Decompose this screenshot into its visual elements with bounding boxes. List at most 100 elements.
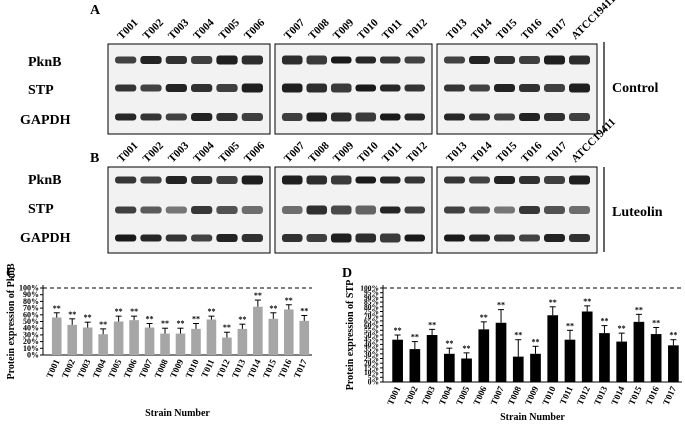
protein-band bbox=[469, 234, 490, 242]
lane-label: T011 bbox=[380, 17, 405, 42]
significance-label: ** bbox=[566, 321, 574, 330]
lane-label: T007 bbox=[282, 16, 308, 42]
bar bbox=[616, 341, 628, 382]
bar bbox=[461, 358, 472, 382]
protein-band bbox=[306, 83, 328, 93]
protein-band bbox=[404, 56, 426, 64]
bar bbox=[599, 333, 610, 382]
protein-band bbox=[379, 84, 401, 92]
x-tick-label: T011 bbox=[558, 384, 575, 406]
protein-label-pknb-b: PknB bbox=[28, 173, 61, 188]
protein-band bbox=[444, 176, 465, 184]
protein-label-gapdh-b: GAPDH bbox=[20, 231, 71, 246]
significance-label: ** bbox=[161, 319, 169, 328]
protein-band bbox=[404, 176, 426, 184]
bar bbox=[299, 320, 310, 355]
protein-band bbox=[140, 206, 162, 214]
significance-label: ** bbox=[635, 305, 643, 314]
bar bbox=[175, 333, 186, 355]
lane-label: T005 bbox=[217, 139, 243, 165]
protein-band bbox=[544, 234, 565, 242]
lane-label: T004 bbox=[191, 139, 217, 165]
chart-pknb: 0%10%20%30%40%50%60%70%80%90%100% ** T001 *… bbox=[6, 263, 312, 419]
x-tick-label: T002 bbox=[60, 357, 78, 379]
x-tick-label: T004 bbox=[91, 357, 109, 379]
protein-label-pknb-a: PknB bbox=[28, 55, 61, 70]
y-tick-label: 75% bbox=[364, 307, 379, 316]
y-tick-label: 70% bbox=[23, 304, 39, 313]
protein-band bbox=[519, 234, 540, 242]
protein-band bbox=[469, 56, 490, 64]
protein-band bbox=[216, 84, 238, 92]
lane-label: T012 bbox=[404, 16, 430, 42]
x-tick-label: T012 bbox=[214, 357, 232, 379]
bar bbox=[253, 306, 263, 355]
lane-label: T002 bbox=[141, 16, 167, 42]
y-tick-label: 60% bbox=[364, 321, 379, 330]
protein-band bbox=[519, 206, 540, 214]
x-tick-label: T002 bbox=[402, 384, 420, 406]
y-tick-label: 30% bbox=[364, 349, 379, 358]
protein-band bbox=[140, 176, 162, 184]
x-tick-label: T017 bbox=[292, 357, 310, 379]
protein-label-stp-b: STP bbox=[28, 202, 54, 217]
condition-label-control: Control bbox=[612, 81, 659, 96]
protein-band bbox=[444, 113, 465, 121]
lane-label: T008 bbox=[306, 139, 332, 165]
protein-band bbox=[569, 55, 590, 65]
significance-label: ** bbox=[497, 301, 505, 310]
protein-band bbox=[281, 83, 303, 93]
lane-label: T009 bbox=[331, 139, 357, 165]
protein-band bbox=[404, 206, 426, 214]
protein-band bbox=[216, 176, 238, 184]
y-tick-label: 25% bbox=[364, 354, 379, 363]
significance-label: ** bbox=[652, 318, 660, 327]
significance-label: ** bbox=[130, 307, 138, 316]
lane-label: T007 bbox=[282, 139, 308, 165]
x-tick-label: T016 bbox=[276, 357, 294, 379]
protein-band bbox=[241, 175, 263, 185]
y-tick-label: 15% bbox=[364, 363, 379, 372]
chart-stp: 0%5%10%15%20%25%30%35%40%45%50%55%60%65%… bbox=[345, 280, 682, 423]
protein-band bbox=[444, 206, 465, 214]
bar bbox=[160, 333, 170, 355]
protein-band bbox=[115, 84, 137, 92]
lane-label: T003 bbox=[166, 139, 192, 165]
x-tick-label: T007 bbox=[137, 357, 155, 379]
lane-label: T001 bbox=[115, 140, 140, 165]
protein-band bbox=[494, 113, 515, 121]
lane-label: T017 bbox=[544, 139, 570, 165]
significance-label: ** bbox=[618, 324, 626, 333]
protein-band bbox=[569, 113, 590, 121]
significance-label: ** bbox=[445, 339, 453, 348]
protein-band bbox=[140, 234, 162, 242]
protein-band bbox=[115, 113, 137, 121]
y-tick-label: 20% bbox=[23, 337, 39, 346]
lane-label: T009 bbox=[331, 16, 357, 42]
protein-band bbox=[330, 233, 352, 243]
significance-label: ** bbox=[115, 307, 123, 316]
significance-label: ** bbox=[394, 326, 402, 335]
protein-band bbox=[165, 234, 187, 242]
lane-label: T012 bbox=[404, 139, 430, 165]
lane-label: T013 bbox=[444, 139, 470, 165]
western-blots: T001 T002 T003 T004 T005 T006 T007 T008 T009 T010… bbox=[107, 0, 618, 254]
bar bbox=[268, 318, 279, 355]
lane-label: T013 bbox=[444, 16, 470, 42]
y-tick-label: 0% bbox=[368, 378, 379, 387]
bar bbox=[650, 334, 662, 382]
protein-band bbox=[469, 113, 490, 121]
lane-label: T001 bbox=[115, 17, 140, 42]
protein-band bbox=[306, 234, 328, 242]
protein-band bbox=[569, 206, 590, 214]
lane-label: T002 bbox=[141, 139, 167, 165]
significance-label: ** bbox=[669, 331, 677, 340]
significance-label: ** bbox=[600, 317, 608, 326]
significance-label: ** bbox=[269, 304, 277, 313]
protein-band bbox=[281, 206, 303, 214]
bar bbox=[530, 353, 541, 382]
lane-label: T015 bbox=[494, 139, 520, 165]
significance-label: ** bbox=[583, 297, 591, 306]
significance-label: ** bbox=[532, 337, 540, 346]
protein-band bbox=[241, 234, 263, 242]
